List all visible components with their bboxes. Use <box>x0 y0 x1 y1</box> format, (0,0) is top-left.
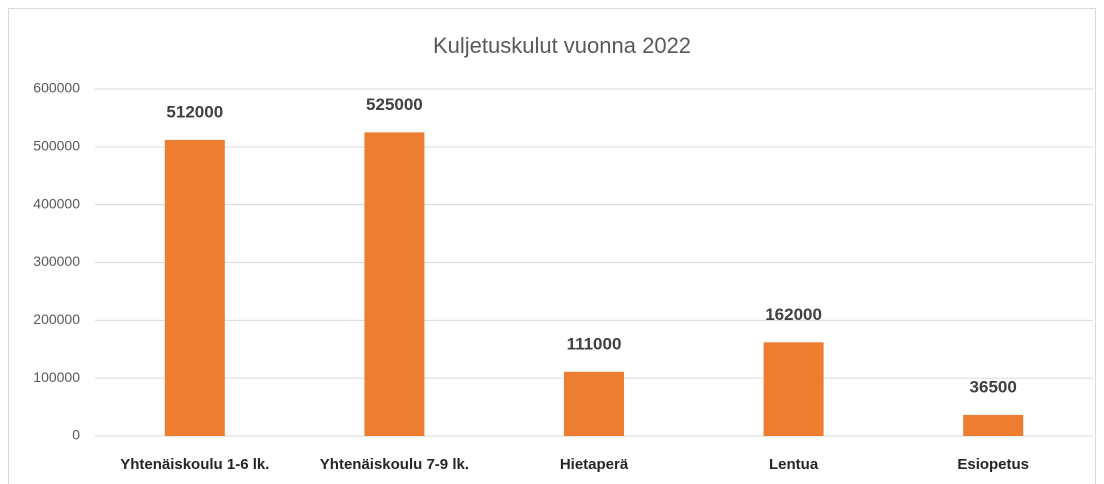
y-tick-label: 400000 <box>33 195 80 211</box>
data-label: 111000 <box>567 334 622 353</box>
chart-title: Kuljetuskulut vuonna 2022 <box>433 33 691 58</box>
y-tick-label: 0 <box>72 427 80 443</box>
y-tick-label: 500000 <box>33 138 80 154</box>
data-label: 162000 <box>765 305 822 324</box>
bar <box>564 371 624 436</box>
bar <box>763 342 824 436</box>
bar <box>364 132 425 436</box>
y-tick-label: 100000 <box>33 369 80 385</box>
data-label: 512000 <box>166 102 223 121</box>
x-tick-label: Yhtenäiskoulu 1-6 lk. <box>120 456 269 473</box>
y-tick-label: 200000 <box>33 311 80 327</box>
x-tick-label: Lentua <box>769 456 819 473</box>
bar <box>963 414 1024 436</box>
y-tick-label: 300000 <box>33 253 80 269</box>
y-tick-label: 600000 <box>33 80 80 96</box>
data-label: 36500 <box>970 377 1017 396</box>
x-tick-label: Esiopetus <box>957 456 1029 473</box>
data-label: 525000 <box>366 95 423 114</box>
x-tick-label: Hietaperä <box>560 456 629 473</box>
x-tick-label: Yhtenäiskoulu 7-9 lk. <box>320 456 469 473</box>
bar <box>164 139 225 437</box>
